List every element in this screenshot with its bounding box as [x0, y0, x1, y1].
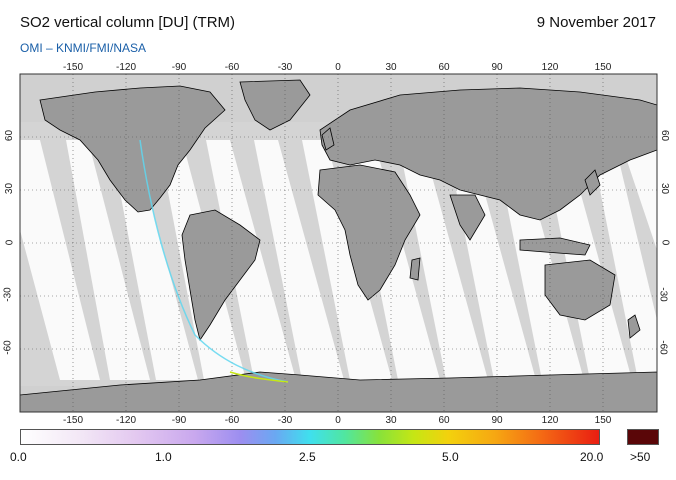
lon-tick-top: 120 — [541, 62, 559, 73]
swath — [66, 140, 150, 380]
new-zealand — [627, 314, 641, 339]
swath — [398, 140, 488, 380]
lat-tick-left: -60 — [2, 340, 14, 355]
map-source: OMI – KNMI/FMI/NASA — [20, 41, 147, 55]
lat-tick-left: 30 — [4, 182, 16, 195]
lat-tick-left: -30 — [2, 287, 14, 302]
lon-tick-bottom: 150 — [594, 415, 612, 426]
madagascar — [409, 257, 421, 281]
lon-tick-bottom: -150 — [62, 415, 83, 426]
africa — [317, 164, 421, 301]
india — [449, 194, 486, 241]
lon-tick-top: 30 — [385, 62, 397, 73]
lon-tick-top: 0 — [335, 62, 341, 73]
colorbar-label: >50 — [630, 450, 651, 464]
colorbar-gradient — [20, 429, 600, 445]
colorbar-label: 2.5 — [299, 450, 316, 464]
lon-tick-bottom: 60 — [438, 415, 450, 426]
lon-tick-bottom: -60 — [224, 415, 240, 426]
swath — [590, 140, 657, 380]
lat-tick-right: 60 — [659, 129, 671, 142]
swath — [254, 140, 344, 380]
lon-tick-top: 90 — [491, 62, 503, 73]
lon-tick-top: 150 — [594, 62, 612, 73]
south-america — [181, 209, 261, 341]
lat-tick-left: 60 — [4, 129, 16, 142]
lon-tick-bottom: 30 — [385, 415, 397, 426]
lat-tick-right: -60 — [657, 340, 669, 355]
lon-tick-bottom: 120 — [541, 415, 559, 426]
lon-tick-top: -120 — [115, 62, 136, 73]
colorbar-label: 5.0 — [442, 450, 459, 464]
lon-tick-top: -150 — [62, 62, 83, 73]
lon-tick-top: 60 — [438, 62, 450, 73]
indonesia — [519, 237, 591, 256]
lon-tick-top: -60 — [224, 62, 240, 73]
british-isles — [321, 127, 335, 151]
lon-tick-bottom: 0 — [335, 415, 341, 426]
lat-tick-right: 0 — [659, 239, 671, 246]
swath — [620, 140, 657, 250]
lat-tick-right: 30 — [659, 182, 671, 195]
lon-tick-top: -90 — [171, 62, 187, 73]
lon-tick-bottom: -120 — [115, 415, 136, 426]
swath — [20, 140, 100, 380]
lat-tick-left: 0 — [4, 239, 16, 246]
colorbar-label: 1.0 — [155, 450, 172, 464]
north-america — [39, 85, 226, 213]
greenland — [239, 79, 311, 131]
australia — [544, 259, 616, 321]
colorbar-label: 20.0 — [580, 450, 604, 464]
colorbar-over-50 — [627, 429, 659, 445]
so2-trace-highlight — [229, 371, 289, 383]
lon-tick-top: -30 — [277, 62, 293, 73]
lat-tick-right: -30 — [657, 287, 669, 302]
map-date: 9 November 2017 — [536, 14, 656, 31]
colorbar-label: 0.0 — [10, 450, 27, 464]
so2-trace — [139, 139, 289, 383]
lon-tick-bottom: -30 — [277, 415, 293, 426]
lon-tick-bottom: 90 — [491, 415, 503, 426]
lon-tick-bottom: -90 — [171, 415, 187, 426]
map-title: SO2 vertical column [DU] (TRM) — [20, 14, 236, 31]
graticule — [20, 74, 657, 412]
